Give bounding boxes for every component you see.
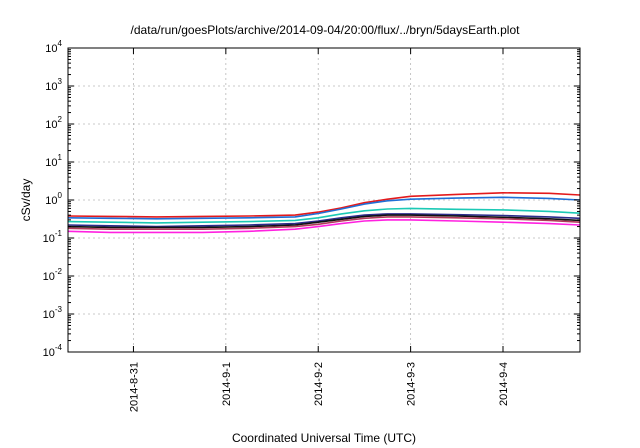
y-tick-label: 102	[45, 115, 62, 131]
y-tick-label: 104	[45, 39, 62, 55]
y-tick-label: 101	[45, 153, 62, 169]
x-axis-label: Coordinated Universal Time (UTC)	[232, 431, 416, 445]
series-line-4	[67, 213, 581, 228]
y-tick-label: 10-2	[43, 267, 63, 283]
y-tick-label: 100	[45, 191, 62, 207]
y-tick-label: 103	[45, 77, 62, 93]
y-axis: 104 103 102 101 100 10-1 10-2 10-3 10-4	[43, 39, 580, 359]
y-axis-label: cSv/day	[19, 179, 33, 222]
x-tick-label: 2014-9-2	[313, 362, 325, 406]
series-line-3	[67, 207, 581, 224]
data-series	[67, 192, 581, 234]
series-line-1	[67, 192, 581, 218]
series-line-5	[67, 214, 581, 229]
y-tick-label: 10-3	[43, 305, 63, 321]
y-tick-label: 10-1	[43, 229, 63, 245]
chart-title: /data/run/goesPlots/archive/2014-09-04/2…	[131, 23, 521, 37]
x-tick-label: 2014-9-3	[406, 362, 418, 406]
x-axis: 2014-8-31 2014-9-1 2014-9-2 2014-9-3 2014-9-…	[128, 48, 510, 412]
x-tick-label: 2014-8-31	[128, 362, 140, 412]
x-tick-label: 2014-9-1	[221, 362, 233, 406]
series-line-7	[67, 219, 581, 234]
grid	[68, 48, 580, 352]
y-tick-label: 10-4	[43, 343, 63, 359]
series-line-2	[67, 196, 581, 220]
x-tick-label: 2014-9-4	[498, 362, 510, 406]
series-line-6	[67, 216, 581, 230]
